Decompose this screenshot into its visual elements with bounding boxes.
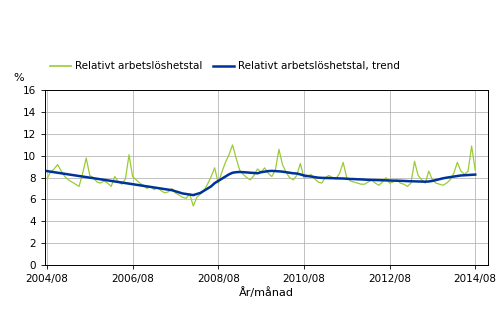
Text: %: % — [14, 73, 24, 83]
X-axis label: År/månad: År/månad — [239, 287, 294, 297]
Legend: Relativt arbetslöshetstal, Relativt arbetslöshetstal, trend: Relativt arbetslöshetstal, Relativt arbe… — [50, 61, 400, 71]
